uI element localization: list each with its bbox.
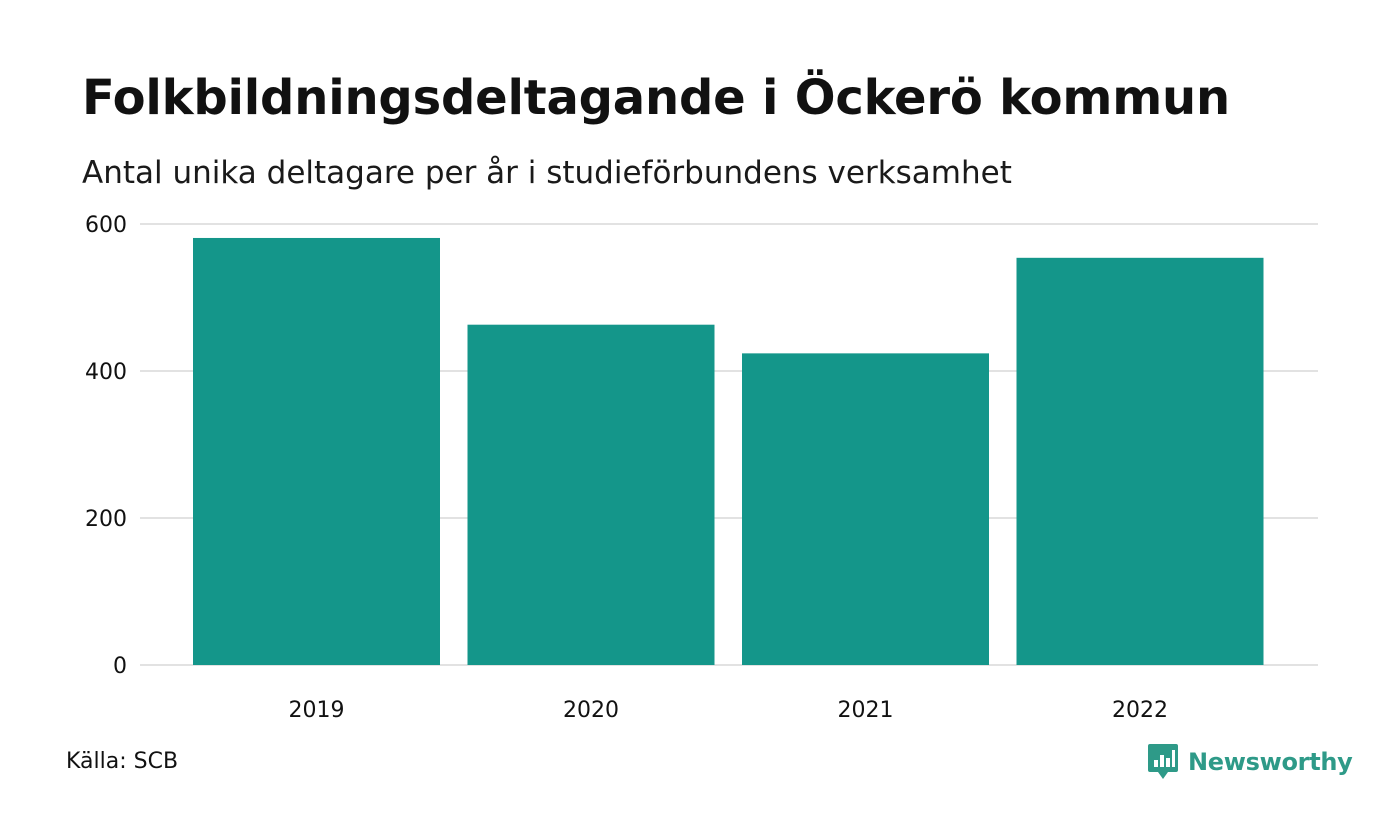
brand-logo: Newsworthy — [1148, 744, 1353, 780]
x-tick-label: 2020 — [563, 698, 619, 723]
x-tick-label: 2022 — [1112, 698, 1168, 723]
x-tick-label: 2019 — [289, 698, 345, 723]
source-note: Källa: SCB — [66, 749, 179, 774]
y-tick-label: 200 — [85, 507, 127, 532]
y-tick-label: 600 — [85, 213, 127, 238]
bar — [742, 353, 989, 665]
y-tick-label: 0 — [113, 654, 127, 679]
newsworthy-logo-icon — [1148, 744, 1178, 779]
chart-subtitle: Antal unika deltagare per år i studieför… — [82, 155, 1012, 191]
bar — [467, 324, 715, 665]
chart-title: Folkbildningsdeltagande i Öckerö kommun — [82, 70, 1230, 126]
x-tick-label: 2021 — [838, 698, 894, 723]
bar — [193, 237, 440, 665]
brand-name: Newsworthy — [1188, 748, 1353, 776]
y-tick-label: 400 — [85, 360, 127, 385]
bar — [1016, 257, 1264, 665]
bar-chart: 0 200 400 600 2019 2020 2021 2022 — [85, 213, 1318, 723]
